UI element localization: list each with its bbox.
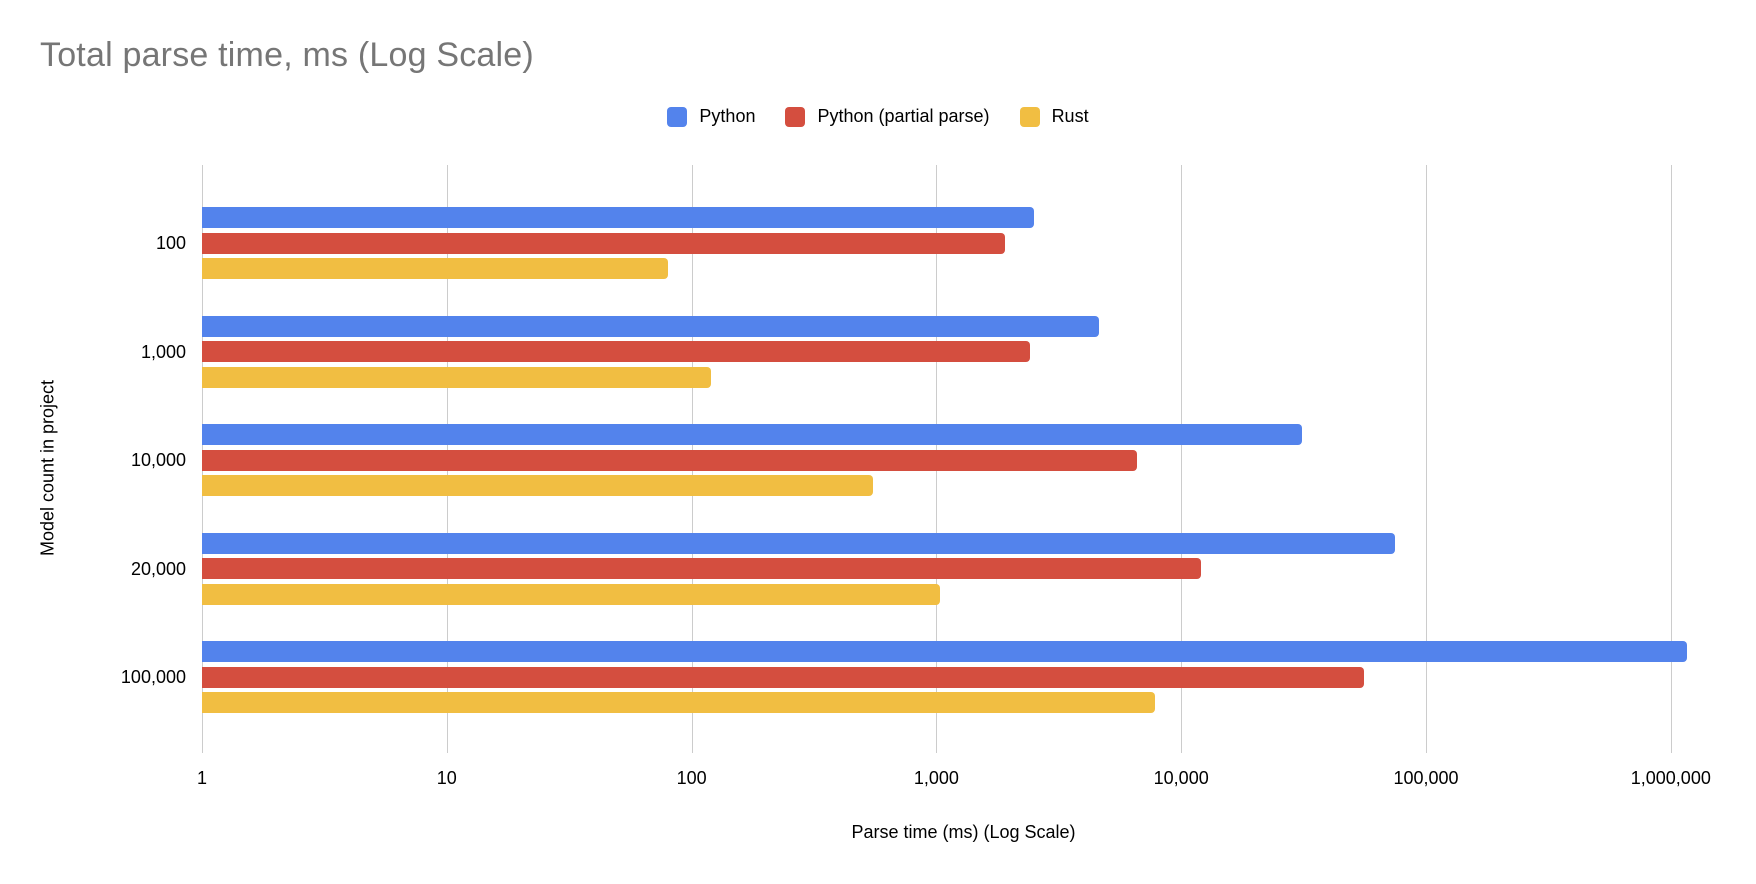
y-category-label-100: 100 — [155, 233, 186, 253]
x-tick-label-10: 10 — [436, 768, 457, 788]
bar-python-100-000 — [202, 641, 1687, 662]
legend-item-rust: Rust — [1019, 106, 1089, 127]
gridline-100-000 — [1426, 165, 1427, 753]
x-axis-title: Parse time (ms) (Log Scale) — [851, 822, 1076, 842]
x-tick-label-100-000: 100,000 — [1393, 768, 1459, 788]
x-tick-label-1-000-000: 1,000,000 — [1630, 768, 1711, 788]
x-tick-label-10-000: 10,000 — [1153, 768, 1209, 788]
gridline-10-000 — [1181, 165, 1183, 753]
legend-swatch-python-partial-parse — [785, 106, 806, 127]
legend-label-python: Python — [699, 106, 756, 126]
bar-rust-100 — [202, 258, 668, 279]
y-category-label-100-000: 100,000 — [120, 667, 186, 687]
legend: Python Python (partial parse) Rust — [0, 106, 1756, 127]
x-tick-label-1-000: 1,000 — [913, 768, 959, 788]
legend-label-python-partial-parse: Python (partial parse) — [817, 106, 990, 126]
y-axis-title: Model count in project — [37, 379, 58, 557]
y-category-label-10-000: 10,000 — [130, 450, 186, 470]
gridline-1-000-000 — [1670, 165, 1672, 753]
bar-python-partial-parse-1-000 — [202, 341, 1030, 362]
bar-rust-1-000 — [202, 366, 711, 388]
bar-python-partial-parse-20-000 — [202, 558, 1201, 579]
legend-item-python-partial-parse: Python (partial parse) — [785, 106, 990, 127]
chart-title: Total parse time, ms (Log Scale) — [40, 36, 534, 74]
bar-python-100 — [202, 207, 1034, 228]
bar-rust-100-000 — [202, 692, 1155, 713]
y-category-label-1-000: 1,000 — [140, 341, 186, 362]
bar-python-partial-parse-10-000 — [202, 449, 1137, 471]
x-tick-label-1: 1 — [196, 768, 208, 788]
legend-label-rust: Rust — [1051, 106, 1089, 126]
bar-python-20-000 — [202, 532, 1396, 554]
bar-python-1-000 — [202, 315, 1099, 337]
bar-python-partial-parse-100 — [202, 232, 1005, 254]
bar-rust-20-000 — [202, 583, 940, 605]
x-tick-label-100: 100 — [676, 768, 707, 788]
legend-item-python: Python — [667, 106, 755, 127]
bar-rust-10-000 — [202, 475, 873, 496]
legend-swatch-python — [667, 106, 688, 127]
y-category-label-20-000: 20,000 — [130, 558, 186, 579]
legend-swatch-rust — [1019, 106, 1040, 127]
bar-python-10-000 — [202, 424, 1302, 445]
bar-python-partial-parse-100-000 — [202, 666, 1365, 688]
